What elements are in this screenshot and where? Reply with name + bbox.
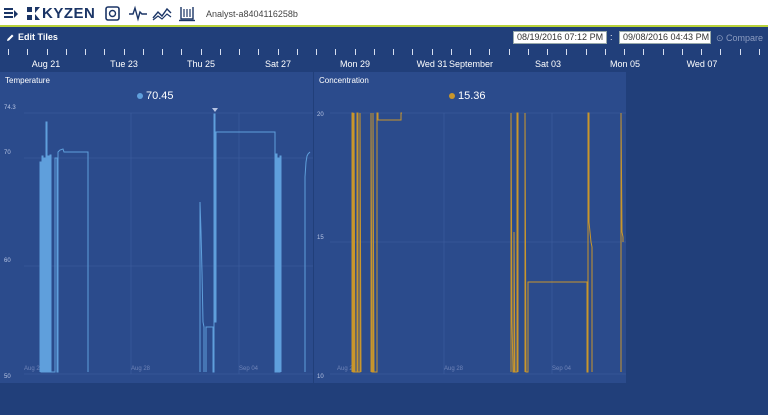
tank-icon[interactable] xyxy=(178,5,198,22)
x-axis-label: Aug 2 xyxy=(337,366,353,372)
edit-row: Edit Tiles 08/19/2016 07:12 PM : 09/08/2… xyxy=(0,29,768,47)
timeline-tick xyxy=(605,49,606,55)
timeline-tick xyxy=(412,49,413,55)
y-axis-max: 20 xyxy=(317,112,324,118)
concentration-tile[interactable]: Concentration 15.36 20 15 10 Aug 2 Aug 2… xyxy=(314,72,626,383)
concentration-series-line xyxy=(351,112,624,373)
logo-text: KYZEN xyxy=(42,5,96,22)
timeline-label: Wed 07 xyxy=(686,59,718,69)
y-axis-label: 15 xyxy=(317,235,324,241)
temperature-chart[interactable] xyxy=(0,72,313,383)
timeline-tick xyxy=(432,49,433,55)
timeline-label: Sat 27 xyxy=(264,59,292,69)
compare-button[interactable]: ⊙ Compare xyxy=(716,33,764,43)
y-axis-max: 74.3 xyxy=(4,105,16,111)
series-dot-icon xyxy=(449,93,455,99)
timeline-tick xyxy=(335,49,336,55)
timeline-tick xyxy=(104,49,105,55)
timeline-tick xyxy=(27,49,28,55)
timeline-tick xyxy=(740,49,741,55)
timeline[interactable]: Aug 21 Tue 23 Thu 25 Sat 27 Mon 29 Wed 31 Sept… xyxy=(0,47,768,71)
timeline-tick xyxy=(8,49,9,55)
timeline-label: Wed 31 xyxy=(416,59,448,69)
timeline-tick xyxy=(663,49,664,55)
concentration-chart[interactable] xyxy=(314,72,626,383)
timeline-tick xyxy=(566,49,567,55)
timeline-tick xyxy=(220,49,221,55)
timeline-tick xyxy=(85,49,86,55)
timeline-tick xyxy=(586,49,587,55)
x-axis-label: Sep 04 xyxy=(239,366,259,372)
x-axis-label: Aug 28 xyxy=(444,366,464,372)
timeline-tick xyxy=(124,49,125,55)
kyzen-logo: KYZEN xyxy=(26,5,95,22)
top-bar: KYZEN Analyst-a8404116258b xyxy=(0,0,768,27)
compare-label: Compare xyxy=(726,33,764,43)
edit-tiles-label: Edit Tiles xyxy=(18,32,58,42)
series-dot-icon xyxy=(137,93,143,99)
timeline-label: Mon 05 xyxy=(609,59,641,69)
tile-title: Temperature xyxy=(5,76,50,85)
timeline-tick xyxy=(47,49,48,55)
timeline-tick xyxy=(181,49,182,55)
timeline-label: Mon 29 xyxy=(339,59,371,69)
timeline-tick xyxy=(528,49,529,55)
temperature-tile[interactable]: Temperature 70.45 74.3 70 60 50 Aug 2 Au… xyxy=(0,72,313,383)
timeline-tick xyxy=(624,49,625,55)
date-separator: : xyxy=(610,32,613,42)
tile-title: Concentration xyxy=(319,76,369,85)
timeline-tick xyxy=(374,49,375,55)
timeline-label: Tue 23 xyxy=(110,59,138,69)
timeline-tick xyxy=(162,49,163,55)
current-value-text: 70.45 xyxy=(146,90,174,102)
x-axis-label: Sep 04 xyxy=(552,366,572,372)
temperature-series-line xyxy=(39,113,311,373)
y-axis-min: 10 xyxy=(317,374,324,380)
timeline-label: September xyxy=(448,59,494,69)
timeline-tick xyxy=(720,49,721,55)
timeline-tick xyxy=(509,49,510,55)
timeline-tick xyxy=(297,49,298,55)
timeline-tick xyxy=(143,49,144,55)
timeline-tick xyxy=(239,49,240,55)
timeline-tick xyxy=(393,49,394,55)
timeline-tick xyxy=(66,49,67,55)
device-name: Analyst-a8404116258b xyxy=(206,9,298,19)
empty-dashboard-area xyxy=(0,383,768,415)
pulse-icon[interactable] xyxy=(128,5,148,22)
timeline-tick xyxy=(759,49,760,55)
timeline-tick xyxy=(682,49,683,55)
kyzen-logo-icon xyxy=(26,6,41,21)
timeline-label: Thu 25 xyxy=(186,59,216,69)
menu-icon[interactable] xyxy=(4,8,18,20)
cursor-marker-icon xyxy=(212,108,218,112)
y-axis-label: 70 xyxy=(4,150,11,156)
x-axis-label: Aug 28 xyxy=(131,366,151,372)
timeline-tick xyxy=(701,49,702,55)
pencil-icon xyxy=(7,34,14,41)
timeline-label: Sat 03 xyxy=(534,59,562,69)
timeline-tick xyxy=(278,49,279,55)
tile-current-value: 70.45 xyxy=(137,90,174,102)
timeline-tick xyxy=(547,49,548,55)
timeline-tick xyxy=(355,49,356,55)
timeline-tick xyxy=(201,49,202,55)
y-axis-min: 50 xyxy=(4,374,11,380)
trend-icon[interactable] xyxy=(152,5,172,22)
edit-tiles-button[interactable]: Edit Tiles xyxy=(6,32,58,42)
y-axis-label: 60 xyxy=(4,258,11,264)
timeline-tick xyxy=(643,49,644,55)
timeline-tick xyxy=(489,49,490,55)
timeline-tick xyxy=(470,49,471,55)
current-value-text: 15.36 xyxy=(458,90,486,102)
timeline-tick xyxy=(316,49,317,55)
start-date-input[interactable]: 08/19/2016 07:12 PM xyxy=(513,31,607,44)
timeline-label: Aug 21 xyxy=(31,59,61,69)
device-icon[interactable] xyxy=(104,5,124,22)
tile-current-value: 15.36 xyxy=(449,90,486,102)
x-axis-label: Aug 2 xyxy=(24,366,40,372)
timeline-tick xyxy=(451,49,452,55)
end-date-input[interactable]: 09/08/2016 04:43 PM xyxy=(619,31,711,44)
timeline-tick xyxy=(258,49,259,55)
